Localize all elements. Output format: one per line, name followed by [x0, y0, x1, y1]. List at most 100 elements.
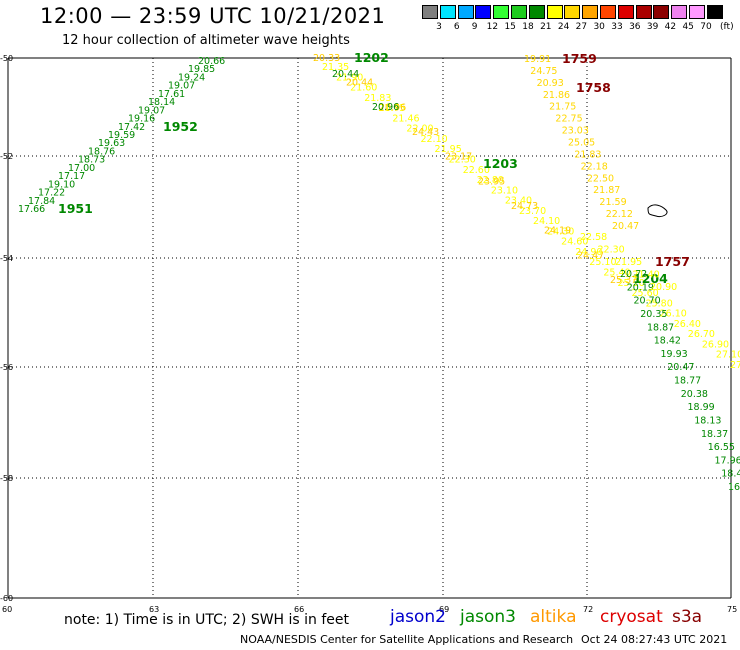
wave-height-value-faint: 26.40 — [674, 319, 701, 330]
wave-height-value-faint: 26.10 — [660, 309, 687, 320]
wave-height-value: 21.59 — [599, 197, 626, 208]
wave-height-value-faint: 21.40 — [633, 270, 660, 281]
wave-height-value: 20.93 — [537, 78, 564, 89]
wave-height-value-faint: 21.46 — [392, 113, 419, 124]
pass-label-1758: 1758 — [576, 80, 611, 95]
legend-swatch — [439, 5, 456, 19]
wave-height-value: 20.44 — [332, 69, 359, 80]
wave-height-value: 19.24 — [178, 72, 205, 83]
wave-height-value: 20.44 — [346, 78, 373, 89]
wave-height-value-faint: 27.30 — [730, 360, 740, 371]
wave-height-value-faint: 24.60 — [561, 237, 588, 248]
wave-height-value: 23.95 — [478, 176, 505, 187]
pass-label-1203: 1203 — [483, 156, 518, 171]
legend-swatch — [617, 5, 634, 19]
legend-swatch — [600, 5, 616, 19]
satellite-s3a: s3a — [672, 607, 703, 627]
legend-swatch — [671, 5, 688, 19]
credit-line: NOAA/NESDIS Center for Satellite Applica… — [240, 633, 574, 646]
longitude-tick-label: 66 — [294, 605, 304, 614]
wave-height-value: 20.19 — [627, 282, 654, 293]
legend-label: 33 — [611, 22, 623, 32]
wave-height-value: 25.37 — [610, 275, 637, 286]
wave-height-value-faint: 24.30 — [547, 226, 574, 237]
pass-label-1951: 1951 — [58, 201, 93, 216]
wave-height-value: 20.38 — [681, 389, 708, 400]
wave-height-value: 18.76 — [88, 146, 115, 157]
legend-swatch — [528, 5, 545, 19]
wave-height-value: 17.22 — [38, 188, 65, 199]
wave-height-value-faint: 25.60 — [632, 288, 659, 299]
wave-height-value: 20.70 — [634, 296, 661, 307]
legend-label: 9 — [471, 22, 478, 32]
legend-swatch — [546, 5, 563, 19]
legend-label: 24 — [557, 22, 570, 32]
legend-swatch — [689, 5, 705, 19]
wave-height-value: 21.86 — [543, 90, 570, 101]
satellite-jason2: jason2 — [390, 607, 446, 627]
longitude-tick-label: 69 — [439, 605, 449, 614]
wave-height-value: 17.66 — [18, 204, 45, 215]
satellite-altika: altika — [530, 607, 577, 627]
wave-height-value-faint: 24.90 — [575, 247, 602, 258]
wave-height-value-faint: 22.10 — [420, 134, 447, 145]
wave-height-value: 19.07 — [168, 81, 195, 92]
legend-swatch — [422, 5, 438, 19]
legend-label: 27 — [575, 22, 588, 32]
wave-height-value-faint: 23.40 — [505, 196, 532, 207]
legend-label: 39 — [646, 22, 659, 32]
pass-label-1759: 1759 — [562, 51, 597, 66]
legend-swatch — [511, 5, 527, 19]
wave-height-value-faint: 25.40 — [603, 268, 630, 279]
wave-height-value: 18.73 — [78, 155, 105, 166]
wave-height-value: 23.17 — [445, 152, 472, 163]
legend-unit: (ft) — [720, 22, 734, 32]
wave-height-value: 18.14 — [148, 97, 175, 108]
page-subtitle: 12 hour collection of altimeter wave hei… — [62, 33, 350, 48]
longitude-tick-label: 72 — [583, 605, 593, 614]
legend-label: 70 — [700, 22, 712, 32]
wave-height-value-faint: 22.80 — [477, 175, 504, 186]
wave-height-value-faint: 26.90 — [702, 339, 729, 350]
legend-label: 3 — [436, 22, 442, 32]
wave-height-value: 18.4 — [721, 469, 740, 480]
wave-height-value: 22.12 — [606, 209, 633, 220]
pass-label-1757: 1757 — [655, 254, 690, 269]
wave-height-value-faint: 24.10 — [533, 216, 560, 227]
legend-label: 42 — [664, 22, 677, 32]
pass-label-1202: 1202 — [354, 50, 389, 65]
wave-height-value: 18.42 — [654, 336, 681, 347]
wave-height-value: 20.33 — [313, 53, 340, 64]
generated-timestamp: Oct 24 08:27:43 UTC 2021 — [581, 633, 728, 646]
wave-height-value: 20.66 — [198, 56, 225, 67]
satellite-jason3: jason3 — [460, 607, 516, 627]
wave-height-value: 16.55 — [708, 442, 735, 453]
wave-height-value-faint: 25.10 — [589, 257, 616, 268]
satellite-cryosat: cryosat — [600, 607, 663, 627]
wave-height-value: 20.96 — [372, 102, 399, 113]
wave-height-value: 18.87 — [647, 322, 674, 333]
wave-height-value-faint: 20.90 — [650, 282, 677, 293]
wave-height-value: 20.96 — [379, 102, 406, 113]
legend-swatch — [582, 5, 599, 19]
wave-height-value: 20.47 — [612, 221, 639, 232]
wave-height-value: 16 — [728, 482, 740, 493]
legend-label: 15 — [504, 22, 516, 32]
wave-height-value: 21.87 — [593, 185, 620, 196]
wave-height-value: 17.96 — [715, 455, 740, 466]
wave-height-value: 19.91 — [524, 54, 551, 65]
legend-label: 12 — [486, 22, 499, 32]
wave-height-value-faint: 25.20 — [617, 278, 644, 289]
wave-height-value: 20.35 — [640, 309, 667, 320]
legend-swatch — [457, 5, 474, 19]
latitude-tick-label: -60 — [0, 594, 13, 603]
wave-height-value: 18.37 — [701, 429, 728, 440]
wave-height-value: 17.42 — [118, 122, 145, 133]
wave-height-value: 18.99 — [688, 402, 715, 413]
latitude-tick-label: -50 — [0, 54, 13, 63]
wave-height-value-faint: 23.70 — [519, 206, 546, 217]
wave-height-value: 19.93 — [661, 349, 688, 360]
wave-height-value: 24.19 — [544, 226, 571, 237]
wave-height-value-faint: 21.90 — [336, 72, 363, 83]
